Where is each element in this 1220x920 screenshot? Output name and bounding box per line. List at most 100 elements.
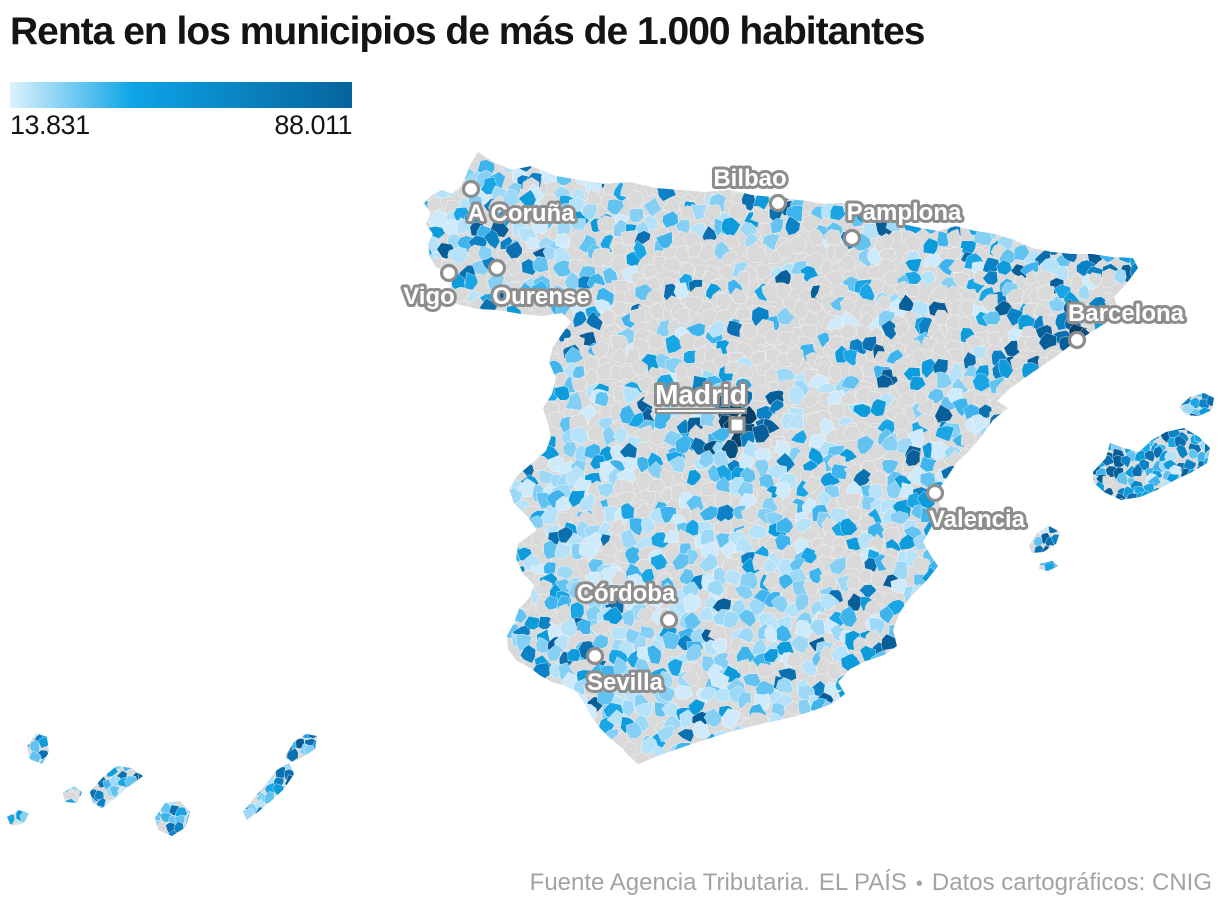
city-marker bbox=[1067, 330, 1087, 350]
municipality-cell bbox=[663, 529, 681, 544]
municipality-cell bbox=[748, 712, 769, 730]
municipality-cell bbox=[250, 784, 262, 796]
municipality-cell bbox=[871, 572, 887, 589]
municipality-cell bbox=[809, 618, 827, 636]
municipality-cell bbox=[869, 398, 887, 417]
municipality-cell bbox=[982, 311, 1002, 326]
municipality-cell bbox=[610, 254, 627, 274]
municipality-cell bbox=[494, 481, 511, 501]
city-marker bbox=[768, 193, 788, 213]
municipality-cell bbox=[879, 605, 894, 625]
municipality-cell bbox=[800, 658, 817, 677]
municipality-cell bbox=[241, 808, 254, 820]
municipality-cell bbox=[1046, 545, 1062, 558]
municipality-cell bbox=[543, 539, 559, 560]
municipality-cell bbox=[891, 359, 908, 377]
municipality-cell bbox=[92, 805, 106, 818]
municipality-cell bbox=[667, 658, 684, 677]
municipality-cell bbox=[697, 606, 715, 622]
municipality-cell bbox=[691, 375, 708, 392]
city-name-label: Valencia bbox=[929, 506, 1026, 533]
municipality-cell bbox=[1102, 474, 1113, 487]
municipality-cell bbox=[764, 623, 779, 643]
municipality-cell bbox=[572, 310, 588, 329]
municipality-cell bbox=[628, 517, 644, 537]
municipality-cell bbox=[1164, 450, 1179, 463]
municipality-cell bbox=[916, 413, 936, 430]
municipality-cell bbox=[845, 552, 864, 570]
municipality-cell bbox=[663, 429, 683, 448]
municipality-cell bbox=[837, 253, 856, 272]
municipality-cell bbox=[513, 590, 533, 610]
municipality-cell bbox=[634, 658, 651, 680]
city-marker bbox=[842, 228, 862, 248]
municipality-cell bbox=[636, 606, 657, 624]
municipality-cell bbox=[585, 311, 604, 331]
municipality-cell bbox=[698, 552, 719, 573]
municipality-cell bbox=[712, 730, 732, 749]
municipality-cell bbox=[867, 470, 887, 486]
municipality-cell bbox=[696, 242, 717, 263]
municipality-cell bbox=[979, 426, 998, 444]
municipality-cell bbox=[596, 482, 616, 498]
municipality-cell bbox=[584, 571, 602, 586]
city-madrid: Madrid bbox=[652, 376, 750, 434]
municipality-cell bbox=[1120, 455, 1132, 469]
municipality-cell bbox=[505, 656, 526, 673]
city-marker bbox=[439, 263, 459, 283]
municipality-cell bbox=[790, 429, 808, 444]
municipality-cell bbox=[903, 283, 921, 298]
bullet-separator: • bbox=[915, 873, 923, 895]
municipality-cell bbox=[137, 770, 148, 783]
municipality-cell bbox=[847, 592, 863, 612]
municipality-cell bbox=[753, 693, 770, 711]
municipality-cell bbox=[610, 346, 629, 365]
municipality-cell bbox=[531, 279, 550, 300]
municipality-cell bbox=[556, 218, 572, 235]
legend-labels: 13.831 88.011 bbox=[10, 110, 352, 141]
municipality-cells bbox=[7, 152, 1214, 836]
municipality-cell bbox=[839, 297, 856, 314]
municipality-cell bbox=[657, 685, 675, 702]
municipality-cell bbox=[821, 700, 838, 720]
municipality-cell bbox=[652, 255, 667, 274]
municipality-cell bbox=[638, 625, 655, 639]
municipality-cell bbox=[630, 678, 650, 695]
municipality-cell bbox=[637, 441, 655, 458]
municipality-cell bbox=[447, 246, 469, 265]
municipality-cell bbox=[1048, 521, 1059, 534]
municipality-cell bbox=[787, 385, 805, 406]
municipality-cell bbox=[840, 375, 862, 390]
municipality-cell bbox=[595, 361, 612, 381]
municipality-cell bbox=[742, 673, 762, 688]
city-barcelona: Barcelona bbox=[1065, 297, 1188, 350]
city-cordoba: Córdoba bbox=[574, 577, 679, 630]
municipality-cell bbox=[890, 578, 909, 594]
municipality-cell bbox=[665, 334, 684, 354]
municipality-cell bbox=[893, 321, 910, 338]
municipality-cell bbox=[858, 282, 875, 302]
municipality-cell bbox=[904, 258, 923, 273]
municipality-cell bbox=[755, 263, 773, 281]
city-labels: A Coruña Vigo Ourense Bilbao Pamplona Barcelo… bbox=[400, 162, 1188, 699]
municipality-cell bbox=[936, 371, 953, 389]
municipality-cell bbox=[1206, 393, 1214, 407]
municipality-cell bbox=[578, 542, 598, 561]
municipality-cell bbox=[1116, 498, 1130, 512]
municipality-cell bbox=[606, 709, 626, 726]
municipality-cell bbox=[673, 282, 689, 301]
municipality-cell bbox=[1044, 562, 1055, 575]
municipality-cell bbox=[607, 518, 627, 536]
municipality-cell bbox=[930, 442, 949, 460]
municipality-cell bbox=[1151, 487, 1167, 499]
municipality-cell bbox=[661, 631, 681, 651]
municipality-cell bbox=[578, 703, 597, 722]
municipality-cell bbox=[735, 388, 753, 406]
municipality-cell bbox=[679, 332, 698, 351]
municipality-cell bbox=[890, 511, 909, 525]
city-marker bbox=[487, 258, 507, 278]
municipality-cell bbox=[633, 240, 648, 261]
municipality-cell bbox=[634, 230, 651, 245]
